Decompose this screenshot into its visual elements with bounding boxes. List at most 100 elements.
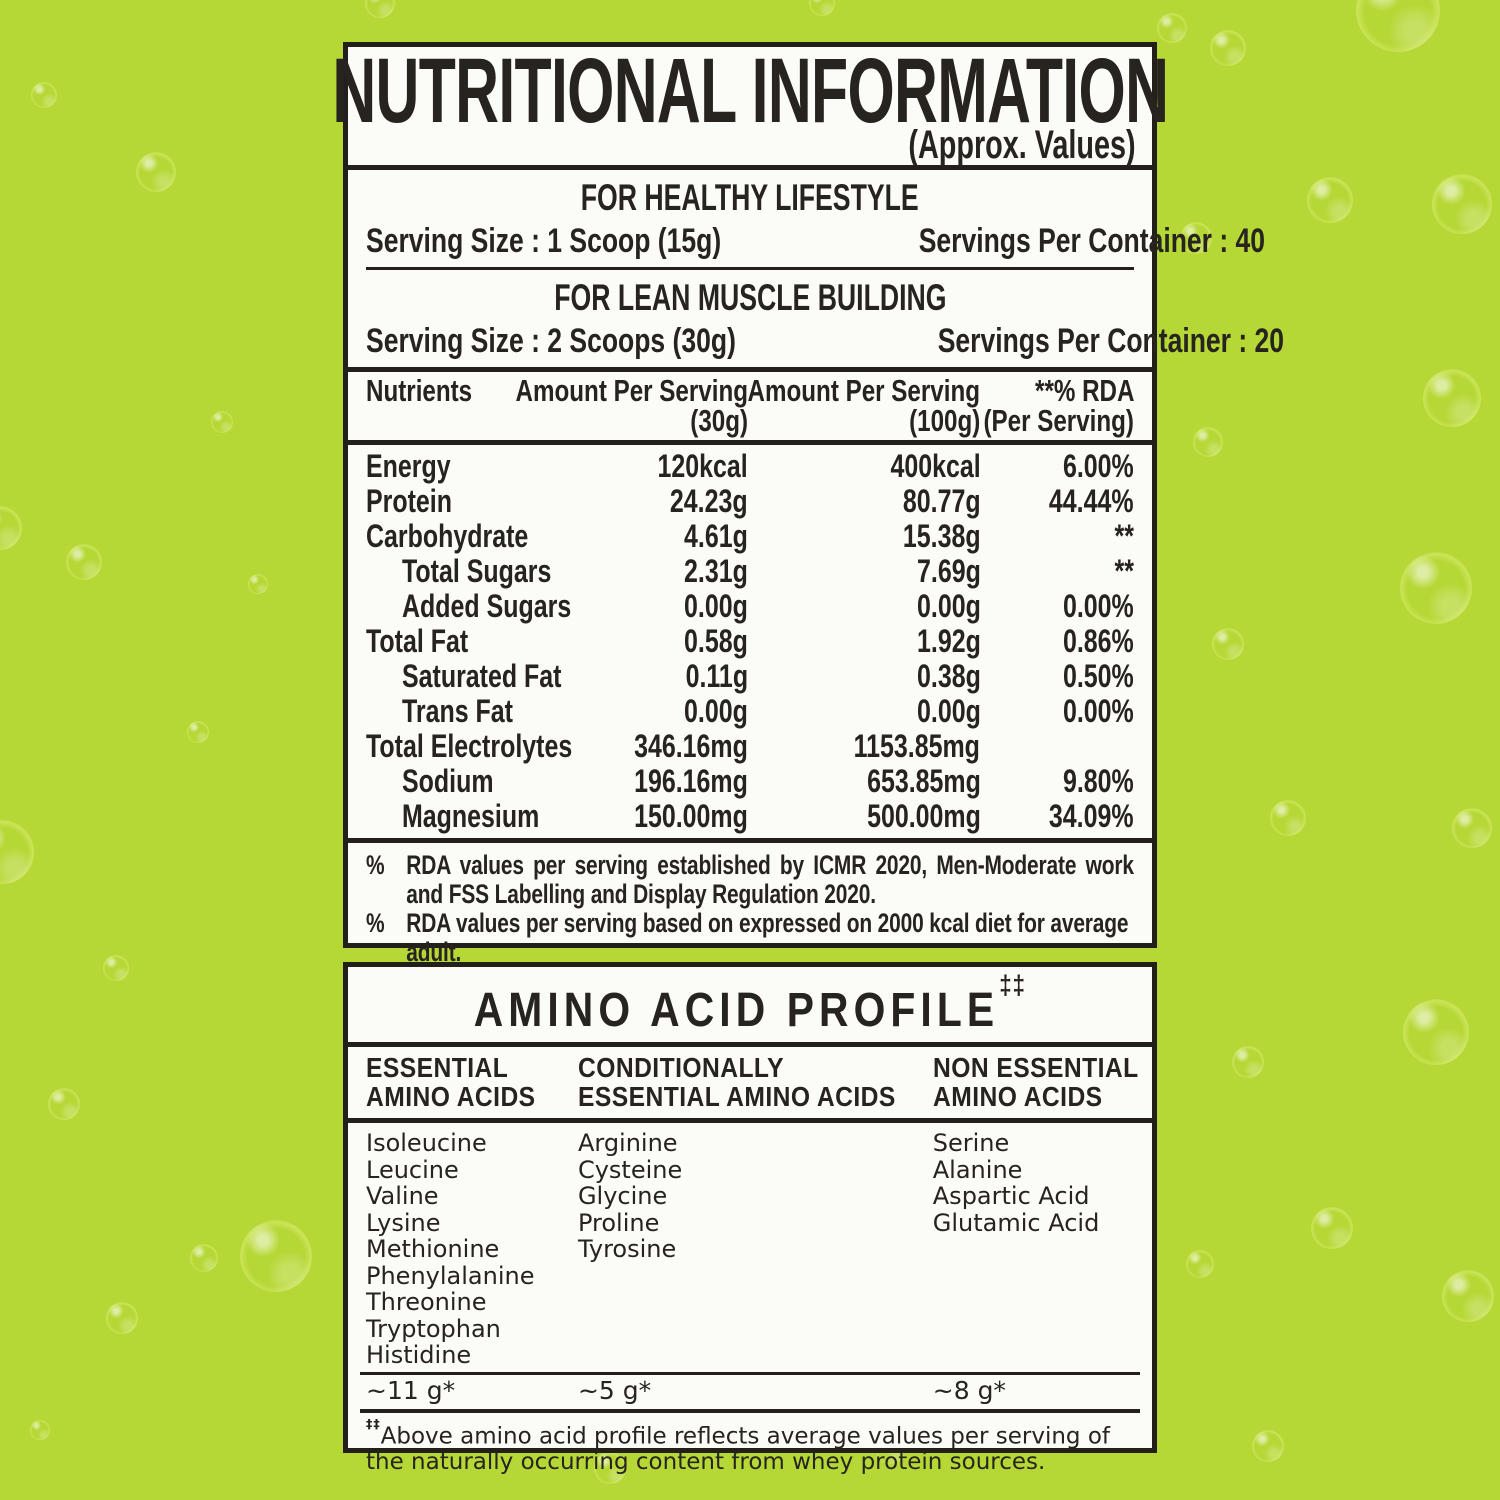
bubble-decoration — [1400, 552, 1472, 624]
bubble-decoration — [48, 1088, 80, 1120]
bubble-decoration — [106, 1302, 138, 1334]
non-essential-amino-acids-list: Serine Alanine Aspartic Acid Glutamic Ac… — [933, 1130, 1134, 1369]
header-amount-100g-unit: (100g) — [909, 403, 981, 438]
table-row: Energy 120kcal 400kcal 6.00% — [366, 448, 1134, 484]
serving-info-row: Serving Size : 1 Scoop (15g) Servings Pe… — [366, 222, 1265, 260]
amino-acid-profile-panel: AMINO ACID PROFILE‡‡ ESSENTIAL AMINO ACI… — [343, 962, 1157, 1474]
amino-column-headers: ESSENTIAL AMINO ACIDS CONDITIONALLY ESSE… — [348, 1047, 1152, 1123]
list-item: Isoleucine — [366, 1129, 487, 1157]
bubble-decoration — [103, 955, 129, 981]
bubble-decoration — [1432, 174, 1492, 234]
list-item: Arginine — [577, 1129, 678, 1157]
bubble-decoration — [809, 0, 835, 16]
bubble-decoration — [1307, 177, 1353, 223]
conditionally-essential-amino-acids-list: Arginine Cysteine Glycine Proline Tyrosi… — [578, 1130, 933, 1369]
bubble-decoration — [1356, 0, 1440, 52]
bubble-decoration — [1180, 222, 1212, 254]
bubble-decoration — [594, 1452, 626, 1484]
bubble-decoration — [66, 544, 102, 580]
double-dagger-superscript: ‡‡ — [999, 970, 1027, 1001]
servings-per-container: Servings Per Container : 40 — [919, 222, 1266, 260]
header-amount-30g-unit: (30g) — [689, 403, 748, 438]
header-conditionally-essential: CONDITIONALLY ESSENTIAL AMINO ACIDS — [577, 1052, 896, 1112]
table-row: Carbohydrate 4.61g 15.38g ** — [366, 518, 1134, 554]
bubble-decoration — [1157, 13, 1187, 43]
table-row: Added Sugars 0.00g 0.00g 0.00% — [402, 588, 1134, 624]
serving-section-healthy-lifestyle: FOR HEALTHY LIFESTYLE Serving Size : 1 S… — [348, 170, 1265, 267]
list-item: Leucine — [366, 1155, 459, 1184]
non-essential-total: ~8 g* — [932, 1375, 1006, 1405]
bubble-decoration — [136, 152, 176, 192]
bubble-decoration — [187, 721, 209, 743]
bubble-decoration — [211, 411, 233, 433]
list-item: Serine — [932, 1129, 1010, 1157]
list-item: Glycine — [577, 1182, 668, 1210]
bubble-decoration — [1252, 1430, 1284, 1462]
divider — [366, 267, 1134, 270]
section-heading: FOR LEAN MUSCLE BUILDING — [553, 277, 947, 318]
bubble-decoration — [31, 82, 57, 108]
table-row: Total Electrolytes 346.16mg 1153.85mg — [366, 728, 981, 764]
bubble-decoration — [1403, 999, 1469, 1065]
list-item: Glutamic Acid — [932, 1208, 1100, 1237]
serving-info-row: Serving Size : 2 Scoops (30g) Servings P… — [366, 322, 1284, 360]
amino-title-block: AMINO ACID PROFILE‡‡ — [348, 967, 1152, 1047]
table-row: Total Sugars 2.31g 7.69g ** — [402, 553, 1134, 589]
bubble-decoration — [30, 1420, 50, 1440]
bubble-decoration — [1193, 427, 1223, 457]
list-item: Tyrosine — [577, 1235, 677, 1263]
amino-title: AMINO ACID PROFILE‡‡ — [473, 970, 1027, 1037]
table-row: Total Fat 0.58g 1.92g 0.86% — [366, 623, 1134, 659]
amino-acid-lists: Isoleucine Leucine Valine Lysine Methion… — [348, 1123, 1152, 1369]
bubble-decoration — [1442, 1270, 1494, 1322]
list-item: Proline — [577, 1208, 660, 1237]
nutrients-table-body: Energy 120kcal 400kcal 6.00% Protein 24.… — [348, 445, 1152, 834]
header-rda: **% RDA — [1034, 373, 1134, 408]
footnote: % RDA values per serving established by … — [366, 850, 1134, 909]
bubble-decoration — [1232, 1046, 1264, 1078]
amino-totals-row: ~11 g* ~5 g* ~8 g* — [360, 1371, 1140, 1413]
list-item: Threonine — [366, 1288, 487, 1316]
essential-total: ~11 g* — [366, 1375, 456, 1405]
table-row: Magnesium 150.00mg 500.00mg 34.09% — [402, 798, 1134, 834]
list-item: Phenylalanine — [366, 1261, 535, 1290]
bubble-decoration — [1452, 808, 1492, 848]
section-heading: FOR HEALTHY LIFESTYLE — [581, 177, 919, 218]
bubble-decoration — [240, 1220, 312, 1292]
serving-size: Serving Size : 2 Scoops (30g) — [366, 322, 736, 360]
nutrients-table-header: Nutrients Amount Per Serving Amount Per … — [348, 367, 1152, 445]
list-item: Lysine — [366, 1208, 441, 1237]
list-item: Tryptophan — [366, 1314, 501, 1343]
bubble-decoration — [248, 574, 268, 594]
bubble-decoration — [1210, 30, 1246, 66]
conditionally-essential-total: ~5 g* — [577, 1375, 652, 1405]
serving-size: Serving Size : 1 Scoop (15g) — [366, 222, 722, 260]
list-item: Methionine — [366, 1235, 500, 1263]
essential-amino-acids-list: Isoleucine Leucine Valine Lysine Methion… — [366, 1130, 578, 1369]
serving-section-lean-muscle: FOR LEAN MUSCLE BUILDING Serving Size : … — [348, 270, 1284, 367]
list-item: Histidine — [366, 1341, 472, 1369]
list-item: Cysteine — [577, 1155, 683, 1184]
bubble-decoration — [1270, 800, 1306, 836]
header-amount-100g: Amount Per Serving — [747, 373, 981, 408]
header-non-essential: AMINO ACIDS NON ESSENTIAL AMINO ACIDS — [932, 1052, 1139, 1112]
title-subtitle: (Approx. Values) — [908, 123, 1136, 167]
amino-footnote: ‡‡Above amino acid profile reflects aver… — [366, 1415, 1111, 1475]
table-row: Protein 24.23g 80.77g 44.44% — [366, 483, 1134, 519]
list-item: Alanine — [932, 1155, 1023, 1184]
header-essential: ESSENTIAL AMINO ACIDS — [366, 1052, 536, 1112]
list-item: Aspartic Acid — [932, 1182, 1090, 1210]
header-amount-30g: Amount Per Serving — [515, 373, 748, 408]
bubble-decoration — [1212, 628, 1244, 660]
bubble-decoration — [0, 506, 22, 550]
bubble-decoration — [1423, 369, 1481, 427]
bubble-decoration — [1186, 1250, 1214, 1278]
footnote: % RDA values per serving based on expres… — [366, 908, 1129, 967]
servings-per-container: Servings Per Container : 20 — [937, 322, 1285, 360]
table-row: Sodium 196.16mg 653.85mg 9.80% — [402, 763, 1134, 799]
list-item: Valine — [366, 1182, 439, 1210]
bubble-decoration — [1311, 1207, 1353, 1249]
bubble-decoration — [190, 1244, 218, 1272]
bubble-decoration — [365, 0, 395, 18]
header-nutrients: Nutrients — [366, 373, 473, 408]
